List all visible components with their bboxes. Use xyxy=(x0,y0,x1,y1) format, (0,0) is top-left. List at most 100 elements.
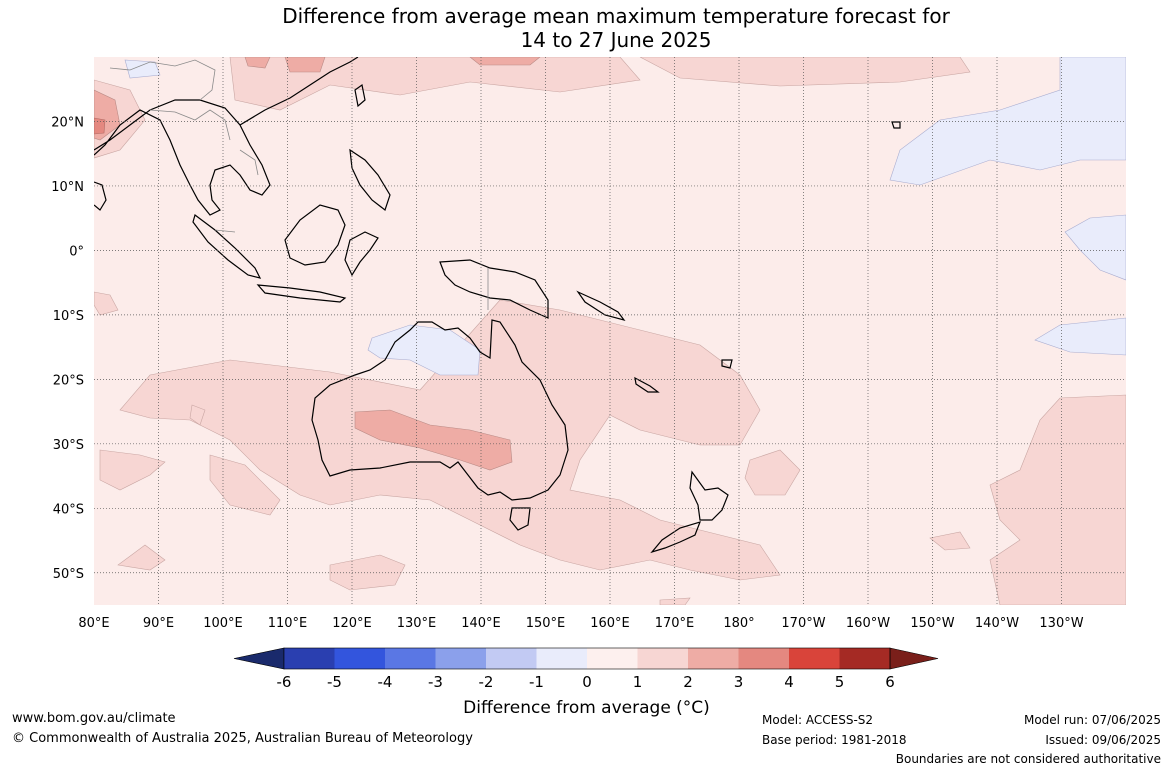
base-period: Base period: 1981-2018 xyxy=(762,733,907,747)
longitude-tick-label: 140°E xyxy=(461,616,501,631)
colorbar-extend-high xyxy=(889,647,939,670)
hot-region-north-1 xyxy=(284,57,326,73)
new-zealand-south xyxy=(650,521,701,554)
colorbar-segment xyxy=(738,648,790,669)
longitude-labels: 80°E 90°E 100°E 110°E 120°E 130°E 140°E 150°E 16… xyxy=(78,616,1083,631)
colorbar-tick-label: 0 xyxy=(582,673,592,691)
longitude-tick-label: 180° xyxy=(723,616,754,631)
colorbar-tick-label: -3 xyxy=(428,673,443,691)
bom-url[interactable]: www.bom.gov.au/climate xyxy=(12,711,176,726)
colorbar: -6 -5 -4 -3 -2 -1 0 1 2 3 4 5 6 xyxy=(233,647,939,691)
cool-region-north-australia xyxy=(367,324,481,376)
graticule xyxy=(94,57,1126,605)
longitude-tick-label: 100°E xyxy=(203,616,243,631)
latitude-tick-label: 0° xyxy=(69,244,84,259)
borneo-coastline xyxy=(284,204,346,266)
anomaly-contours xyxy=(94,57,1126,605)
model-run: Model run: 07/06/2025 xyxy=(1023,713,1161,727)
latitude-tick-label: 20°S xyxy=(53,373,84,388)
colorbar-segment xyxy=(637,648,689,669)
warm-region-east-pacific xyxy=(989,394,1126,605)
coastlines xyxy=(94,57,901,554)
cool-region-east-equatorial xyxy=(1064,214,1126,281)
warm-region-small-1 xyxy=(929,531,971,551)
warm-region-southwest-2 xyxy=(117,544,166,571)
warm-region-small-2 xyxy=(94,291,119,316)
copyright: © Commonwealth of Australia 2025, Austra… xyxy=(12,731,473,746)
colorbar-tick-label: -6 xyxy=(277,673,292,691)
hot-region-australia xyxy=(354,409,513,471)
cool-region-asia xyxy=(124,59,161,79)
longitude-tick-label: 160°E xyxy=(590,616,630,631)
colorbar-segment xyxy=(435,648,487,669)
longitude-tick-label: 90°E xyxy=(143,616,174,631)
warm-region-small-4 xyxy=(659,597,691,605)
longitude-tick-label: 170°W xyxy=(781,616,825,631)
warm-region-south xyxy=(209,454,281,516)
colorbar-segment xyxy=(486,648,537,669)
latitude-tick-label: 10°N xyxy=(51,180,84,195)
warm-region-northeast xyxy=(639,57,971,87)
longitude-tick-label: 160°W xyxy=(846,616,890,631)
warm-region-southwest xyxy=(99,449,166,491)
longitude-tick-label: 170°E xyxy=(655,616,695,631)
colorbar-tick-label: 6 xyxy=(885,673,895,691)
colorbar-segment xyxy=(536,648,588,669)
country-borders xyxy=(109,59,489,310)
colorbar-segment xyxy=(334,648,386,669)
colorbar-segment xyxy=(839,648,891,669)
colorbar-segment xyxy=(789,648,840,669)
colorbar-tick-label: 2 xyxy=(683,673,693,691)
new-guinea-coastline xyxy=(439,259,549,319)
chart-title: Difference from average mean maximum tem… xyxy=(0,4,1173,52)
latitude-tick-label: 20°N xyxy=(51,115,84,130)
title-line-2: 14 to 27 June 2025 xyxy=(520,28,712,52)
sri-lanka xyxy=(94,181,107,211)
colorbar-tick-label: 5 xyxy=(835,673,845,691)
warm-region-small-3 xyxy=(189,404,206,426)
colorbar-tick-label: 3 xyxy=(734,673,744,691)
longitude-tick-label: 130°W xyxy=(1039,616,1083,631)
warm-region-nz-east xyxy=(744,449,801,496)
hawaii-island xyxy=(891,121,901,129)
colorbar-title: Difference from average (°C) xyxy=(463,698,710,718)
cool-region-east-south xyxy=(1034,317,1126,356)
colorbar-segment xyxy=(688,648,739,669)
china-coastline xyxy=(239,57,359,126)
colorbar-tick-label: 1 xyxy=(633,673,643,691)
colorbar-tick-label: -4 xyxy=(378,673,393,691)
boundaries-disclaimer: Boundaries are not considered authoritat… xyxy=(895,752,1161,766)
longitude-tick-label: 120°E xyxy=(332,616,372,631)
colorbar-tick-label: 4 xyxy=(784,673,794,691)
hot-spot-northwest xyxy=(94,117,106,135)
asia-mainland-coastline xyxy=(94,99,271,216)
taiwan-coastline xyxy=(354,83,366,108)
longitude-tick-label: 150°W xyxy=(910,616,954,631)
latitude-tick-label: 50°S xyxy=(53,567,84,582)
fiji-island xyxy=(721,359,733,369)
colorbar-segment xyxy=(284,648,335,669)
longitude-tick-label: 130°E xyxy=(397,616,437,631)
philippines-coastline xyxy=(349,148,391,211)
longitude-tick-label: 140°W xyxy=(975,616,1019,631)
australia-coastline xyxy=(311,319,569,501)
title-line-1: Difference from average mean maximum tem… xyxy=(282,4,950,28)
longitude-tick-label: 150°E xyxy=(526,616,566,631)
hot-region-north-2 xyxy=(469,57,541,66)
hot-region-north-3 xyxy=(244,57,271,69)
latitude-tick-label: 10°S xyxy=(53,309,84,324)
model-name: Model: ACCESS-S2 xyxy=(762,713,874,727)
issued-date: Issued: 09/06/2025 xyxy=(1045,733,1161,747)
longitude-tick-label: 110°E xyxy=(268,616,308,631)
colorbar-extend-low xyxy=(233,647,285,670)
colorbar-tick-label: -5 xyxy=(327,673,342,691)
colorbar-segment xyxy=(385,648,436,669)
latitude-tick-label: 30°S xyxy=(53,438,84,453)
java-coastline xyxy=(256,284,347,303)
longitude-tick-label: 80°E xyxy=(78,616,109,631)
colorbar-segment xyxy=(587,648,638,669)
latitude-tick-label: 40°S xyxy=(53,502,84,517)
new-caledonia xyxy=(634,376,660,393)
cool-region-north-pacific xyxy=(889,57,1126,186)
